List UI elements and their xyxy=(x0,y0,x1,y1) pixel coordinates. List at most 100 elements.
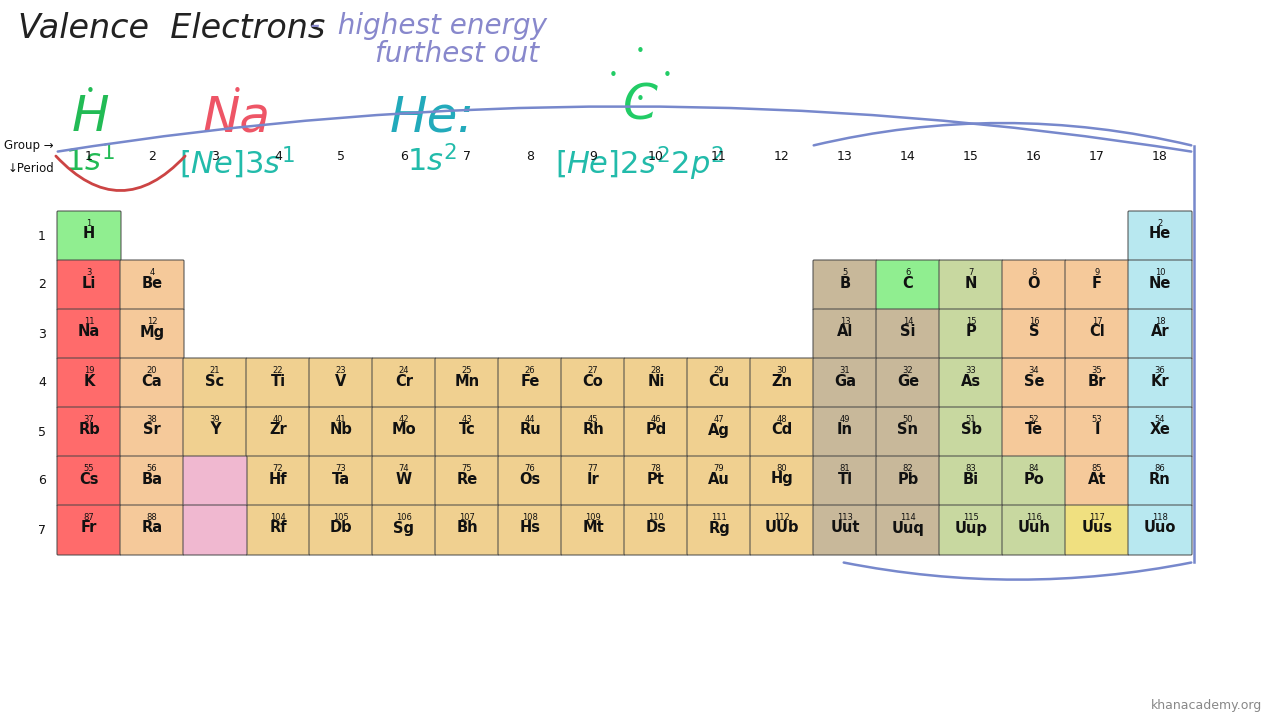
Text: 53: 53 xyxy=(1092,415,1102,424)
Text: Te: Te xyxy=(1025,423,1043,438)
FancyBboxPatch shape xyxy=(1128,407,1192,457)
FancyBboxPatch shape xyxy=(498,456,562,506)
FancyBboxPatch shape xyxy=(813,260,877,310)
Text: 118: 118 xyxy=(1152,513,1167,522)
Text: 3: 3 xyxy=(211,150,219,163)
FancyBboxPatch shape xyxy=(750,407,814,457)
Text: -  highest energy: - highest energy xyxy=(310,12,547,40)
FancyBboxPatch shape xyxy=(750,358,814,408)
Text: Uuh: Uuh xyxy=(1018,521,1051,536)
Text: Si: Si xyxy=(900,325,915,340)
FancyBboxPatch shape xyxy=(308,358,372,408)
Text: 45: 45 xyxy=(588,415,598,424)
FancyBboxPatch shape xyxy=(813,309,877,359)
Text: •: • xyxy=(636,44,644,59)
FancyBboxPatch shape xyxy=(561,407,625,457)
Text: 1: 1 xyxy=(86,219,92,228)
Text: furthest out: furthest out xyxy=(375,40,539,68)
FancyBboxPatch shape xyxy=(58,456,122,506)
Text: H: H xyxy=(72,93,109,141)
Text: 55: 55 xyxy=(83,464,95,473)
Text: Nb: Nb xyxy=(329,423,352,438)
Text: 33: 33 xyxy=(965,366,977,375)
Text: Group →: Group → xyxy=(4,139,54,152)
Text: 3: 3 xyxy=(86,268,92,277)
FancyBboxPatch shape xyxy=(1065,456,1129,506)
Text: 6: 6 xyxy=(38,474,46,487)
Text: Pb: Pb xyxy=(897,472,919,487)
FancyBboxPatch shape xyxy=(1128,505,1192,555)
Text: 26: 26 xyxy=(525,366,535,375)
FancyBboxPatch shape xyxy=(1002,358,1066,408)
Text: 111: 111 xyxy=(712,513,727,522)
Text: Fe: Fe xyxy=(520,374,540,389)
Text: Rb: Rb xyxy=(78,423,100,438)
Text: Sn: Sn xyxy=(897,423,919,438)
FancyBboxPatch shape xyxy=(1128,260,1192,310)
Text: 21: 21 xyxy=(210,366,220,375)
Text: 43: 43 xyxy=(462,415,472,424)
Text: Hf: Hf xyxy=(269,472,287,487)
FancyBboxPatch shape xyxy=(625,456,689,506)
FancyBboxPatch shape xyxy=(876,358,940,408)
FancyBboxPatch shape xyxy=(561,358,625,408)
Text: S: S xyxy=(1029,325,1039,340)
Text: 19: 19 xyxy=(83,366,95,375)
Text: 5: 5 xyxy=(842,268,847,277)
FancyBboxPatch shape xyxy=(876,309,940,359)
FancyBboxPatch shape xyxy=(940,505,1004,555)
Text: 73: 73 xyxy=(335,464,347,473)
Text: ↓Period: ↓Period xyxy=(8,162,54,175)
Text: Na: Na xyxy=(204,93,271,141)
FancyBboxPatch shape xyxy=(1002,260,1066,310)
Text: 7: 7 xyxy=(38,523,46,536)
Text: Mn: Mn xyxy=(454,374,480,389)
Text: 84: 84 xyxy=(1029,464,1039,473)
Text: Ar: Ar xyxy=(1151,325,1170,340)
Text: 29: 29 xyxy=(714,366,724,375)
Text: 12: 12 xyxy=(147,317,157,326)
Text: 4: 4 xyxy=(150,268,155,277)
Text: 1: 1 xyxy=(38,230,46,243)
Text: $[Ne]3s^1$: $[Ne]3s^1$ xyxy=(179,145,294,181)
Text: 14: 14 xyxy=(902,317,913,326)
FancyBboxPatch shape xyxy=(1065,309,1129,359)
Text: 39: 39 xyxy=(210,415,220,424)
Text: •: • xyxy=(86,84,95,99)
Text: 8: 8 xyxy=(1032,268,1037,277)
Text: 112: 112 xyxy=(774,513,790,522)
Text: Mg: Mg xyxy=(140,325,165,340)
Text: 16: 16 xyxy=(1027,150,1042,163)
Text: 17: 17 xyxy=(1092,317,1102,326)
Text: 4: 4 xyxy=(274,150,282,163)
FancyBboxPatch shape xyxy=(750,456,814,506)
Text: Cs: Cs xyxy=(79,472,99,487)
Text: khanacademy.org: khanacademy.org xyxy=(1151,699,1262,712)
FancyBboxPatch shape xyxy=(120,358,184,408)
Text: 117: 117 xyxy=(1089,513,1105,522)
FancyBboxPatch shape xyxy=(876,260,940,310)
Text: At: At xyxy=(1088,472,1106,487)
Text: Zr: Zr xyxy=(269,423,287,438)
Text: C: C xyxy=(622,82,658,130)
Text: Rg: Rg xyxy=(708,521,730,536)
Text: Cd: Cd xyxy=(772,423,792,438)
FancyBboxPatch shape xyxy=(308,505,372,555)
Text: 2: 2 xyxy=(38,279,46,292)
Text: W: W xyxy=(396,472,412,487)
FancyBboxPatch shape xyxy=(1128,456,1192,506)
Text: 56: 56 xyxy=(147,464,157,473)
FancyBboxPatch shape xyxy=(308,456,372,506)
Text: 40: 40 xyxy=(273,415,283,424)
Text: Ag: Ag xyxy=(708,423,730,438)
FancyBboxPatch shape xyxy=(813,456,877,506)
Text: 6: 6 xyxy=(905,268,910,277)
Text: Ra: Ra xyxy=(141,521,163,536)
Text: 80: 80 xyxy=(777,464,787,473)
FancyBboxPatch shape xyxy=(498,407,562,457)
FancyBboxPatch shape xyxy=(372,505,436,555)
Text: 30: 30 xyxy=(777,366,787,375)
Text: 31: 31 xyxy=(840,366,850,375)
Text: C: C xyxy=(902,276,914,290)
Text: Au: Au xyxy=(708,472,730,487)
